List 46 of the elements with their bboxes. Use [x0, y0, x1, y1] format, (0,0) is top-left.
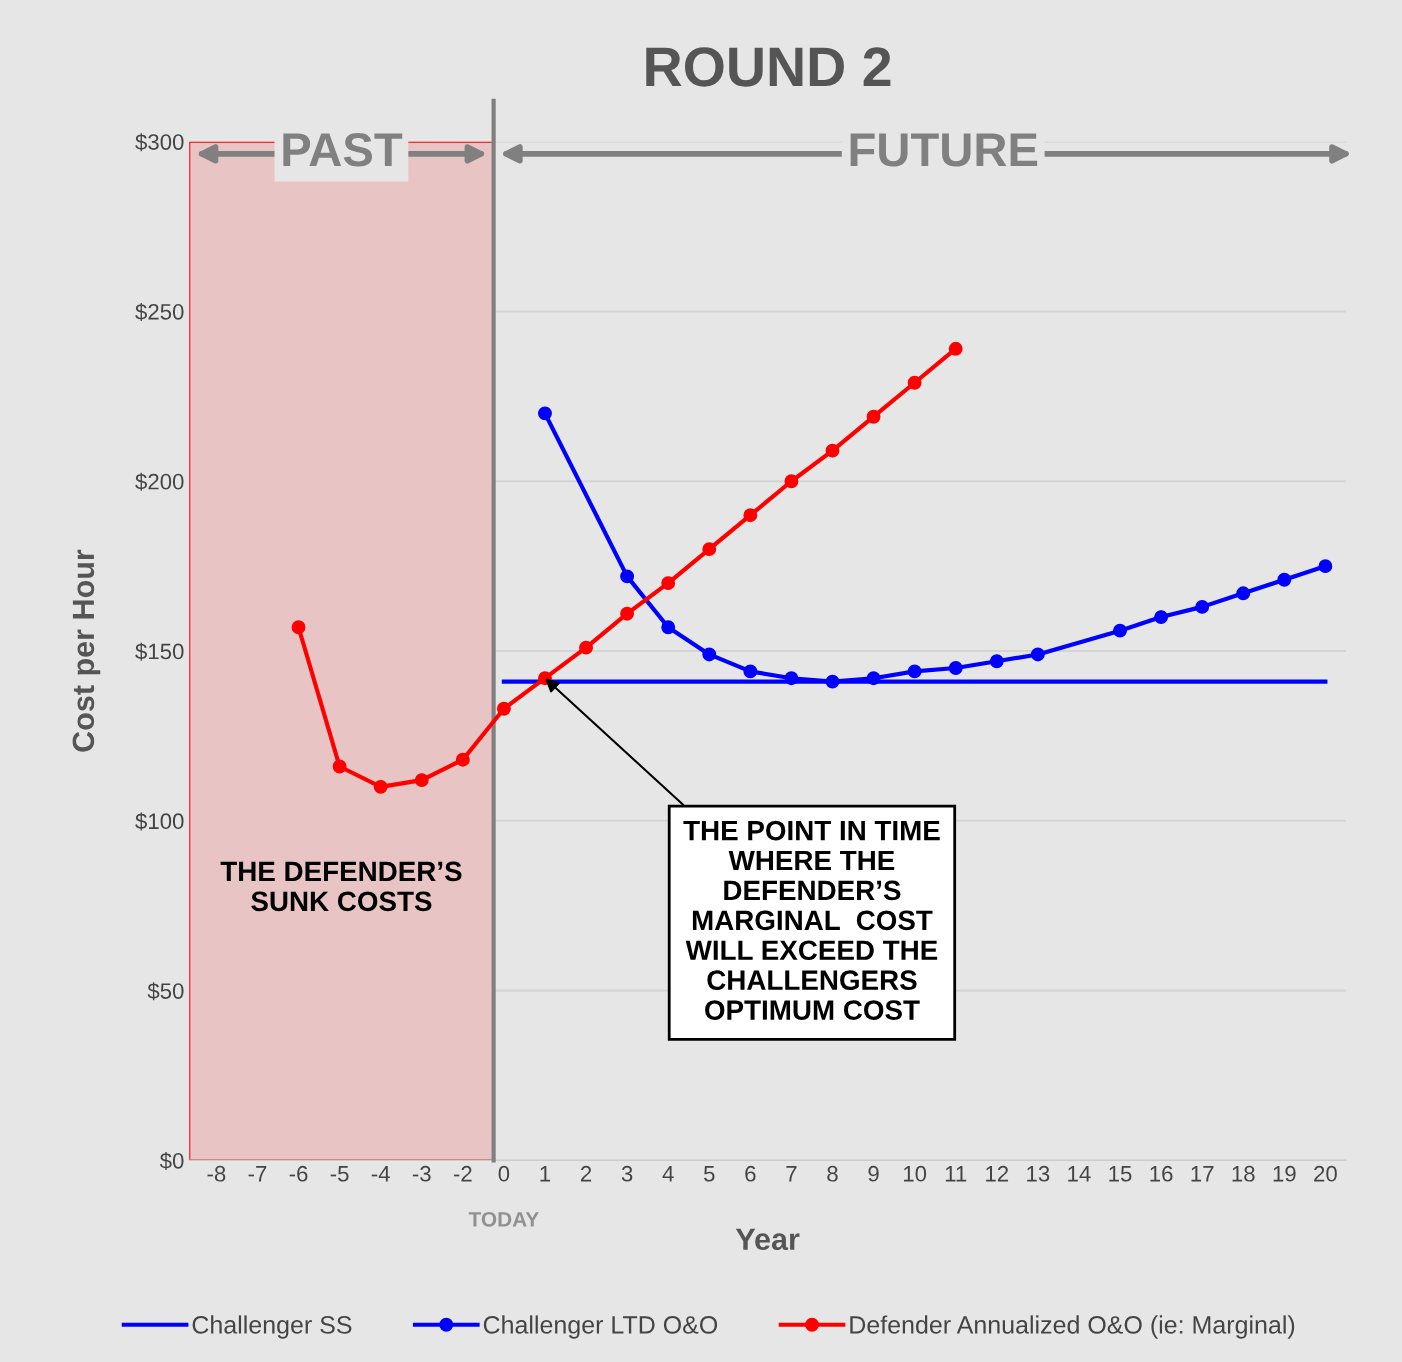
x-tick-label: 18	[1232, 1165, 1255, 1182]
y-tick-label: $300	[135, 133, 184, 152]
x-tick-label: 0	[498, 1165, 510, 1182]
x-tick-label: -7	[248, 1166, 267, 1182]
x-tick-label: 11	[945, 1166, 967, 1182]
chart-title: ROUND 2	[646, 47, 891, 87]
x-tick-label: 16	[1150, 1165, 1173, 1182]
x-tick-label: 1	[540, 1166, 551, 1182]
x-tick-label: 2	[580, 1165, 592, 1182]
x-tick-label: 5	[703, 1166, 715, 1182]
x-tick-label: 15	[1109, 1166, 1132, 1182]
x-tick-label: -2	[453, 1165, 472, 1182]
legend-label: Challenger LTD O&O	[483, 1315, 718, 1339]
x-tick-label: 6	[745, 1165, 756, 1182]
y-tick-label: $0	[159, 1152, 184, 1171]
y-axis-title: Cost per Hour	[72, 549, 101, 752]
x-tick-label: 20	[1314, 1165, 1337, 1182]
y-tick-label: $150	[135, 642, 184, 661]
x-tick-label: 8	[827, 1165, 838, 1182]
x-tick-label: -6	[289, 1165, 308, 1182]
y-tick-label: $50	[147, 982, 184, 1001]
x-tick-label: 14	[1068, 1166, 1091, 1182]
x-tick-label: 13	[1027, 1165, 1050, 1182]
x-tick-label: 19	[1273, 1165, 1296, 1182]
annotation: PAST	[283, 133, 403, 167]
y-tick-label: $250	[135, 303, 184, 322]
x-axis-title: Year	[735, 1228, 800, 1251]
x-tick-label: -3	[412, 1165, 431, 1182]
x-tick-label: -5	[330, 1166, 349, 1182]
x-tick-label: 10	[903, 1165, 927, 1182]
annotation: THE POINT IN TIME WHERE THE DEFENDER’S MARGINAL COST WILL EXCEED THE CHALLENGERS OPTIMUM COST	[683, 820, 940, 1020]
y-tick-label: $200	[135, 472, 184, 491]
y-tick-label: $100	[135, 812, 184, 831]
x-tick-label: 4	[662, 1166, 674, 1182]
x-tick-label: 9	[868, 1165, 879, 1182]
ref-line-label: TODAY	[468, 1211, 539, 1227]
x-tick-label: 3	[621, 1165, 633, 1182]
x-tick-label: 17	[1191, 1166, 1214, 1182]
x-tick-label: 12	[986, 1165, 1009, 1182]
x-tick-label: -4	[371, 1166, 390, 1182]
legend-label: Defender Annualized O&O (ie: Marginal)	[850, 1315, 1295, 1339]
x-tick-label: -8	[207, 1165, 226, 1182]
band-label: THE DEFENDER’S SUNK COSTS	[220, 861, 462, 912]
x-tick-label: 7	[786, 1166, 797, 1182]
annotation: FUTURE	[850, 133, 1038, 167]
legend-label: Challenger SS	[192, 1315, 352, 1339]
